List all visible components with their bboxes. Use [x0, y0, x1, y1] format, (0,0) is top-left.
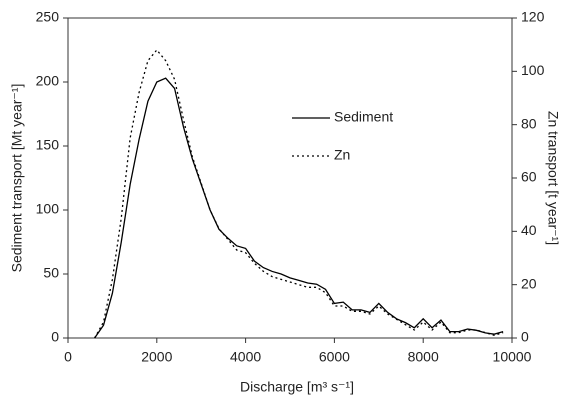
y2-tick-label: 80: [521, 115, 537, 131]
y2-tick-label: 40: [521, 222, 537, 238]
line-series: [94, 77, 504, 339]
x-tick-label: 8000: [408, 349, 439, 365]
y-tick-label: 50: [43, 265, 59, 281]
plot-frame: [67, 17, 513, 339]
legend-label: Zn: [334, 147, 350, 163]
line-series: [94, 48, 504, 339]
y2-tick-label: 60: [521, 169, 537, 185]
y-axis-label: Sediment transport [Mt year⁻¹]: [9, 84, 25, 273]
y2-axis-label: Zn transport [t year⁻¹]: [545, 111, 561, 245]
y2-tick-label: 100: [521, 62, 545, 78]
y-tick-label: 100: [36, 201, 60, 217]
x-tick-label: 10000: [493, 349, 532, 365]
y-tick-label: 0: [51, 329, 59, 345]
y-tick-label: 250: [36, 9, 60, 25]
x-tick-label: 2000: [141, 349, 172, 365]
y-tick-label: 200: [36, 73, 60, 89]
y2-tick-label: 0: [521, 329, 529, 345]
y2-tick-label: 20: [521, 275, 537, 291]
x-tick-label: 0: [64, 349, 72, 365]
y-tick-label: 150: [36, 137, 60, 153]
legend-label: Sediment: [334, 109, 393, 125]
y2-tick-label: 120: [521, 9, 545, 25]
x-tick-label: 6000: [319, 349, 350, 365]
x-axis-label: Discharge [m³ s⁻¹]: [240, 379, 354, 395]
x-tick-label: 4000: [230, 349, 261, 365]
